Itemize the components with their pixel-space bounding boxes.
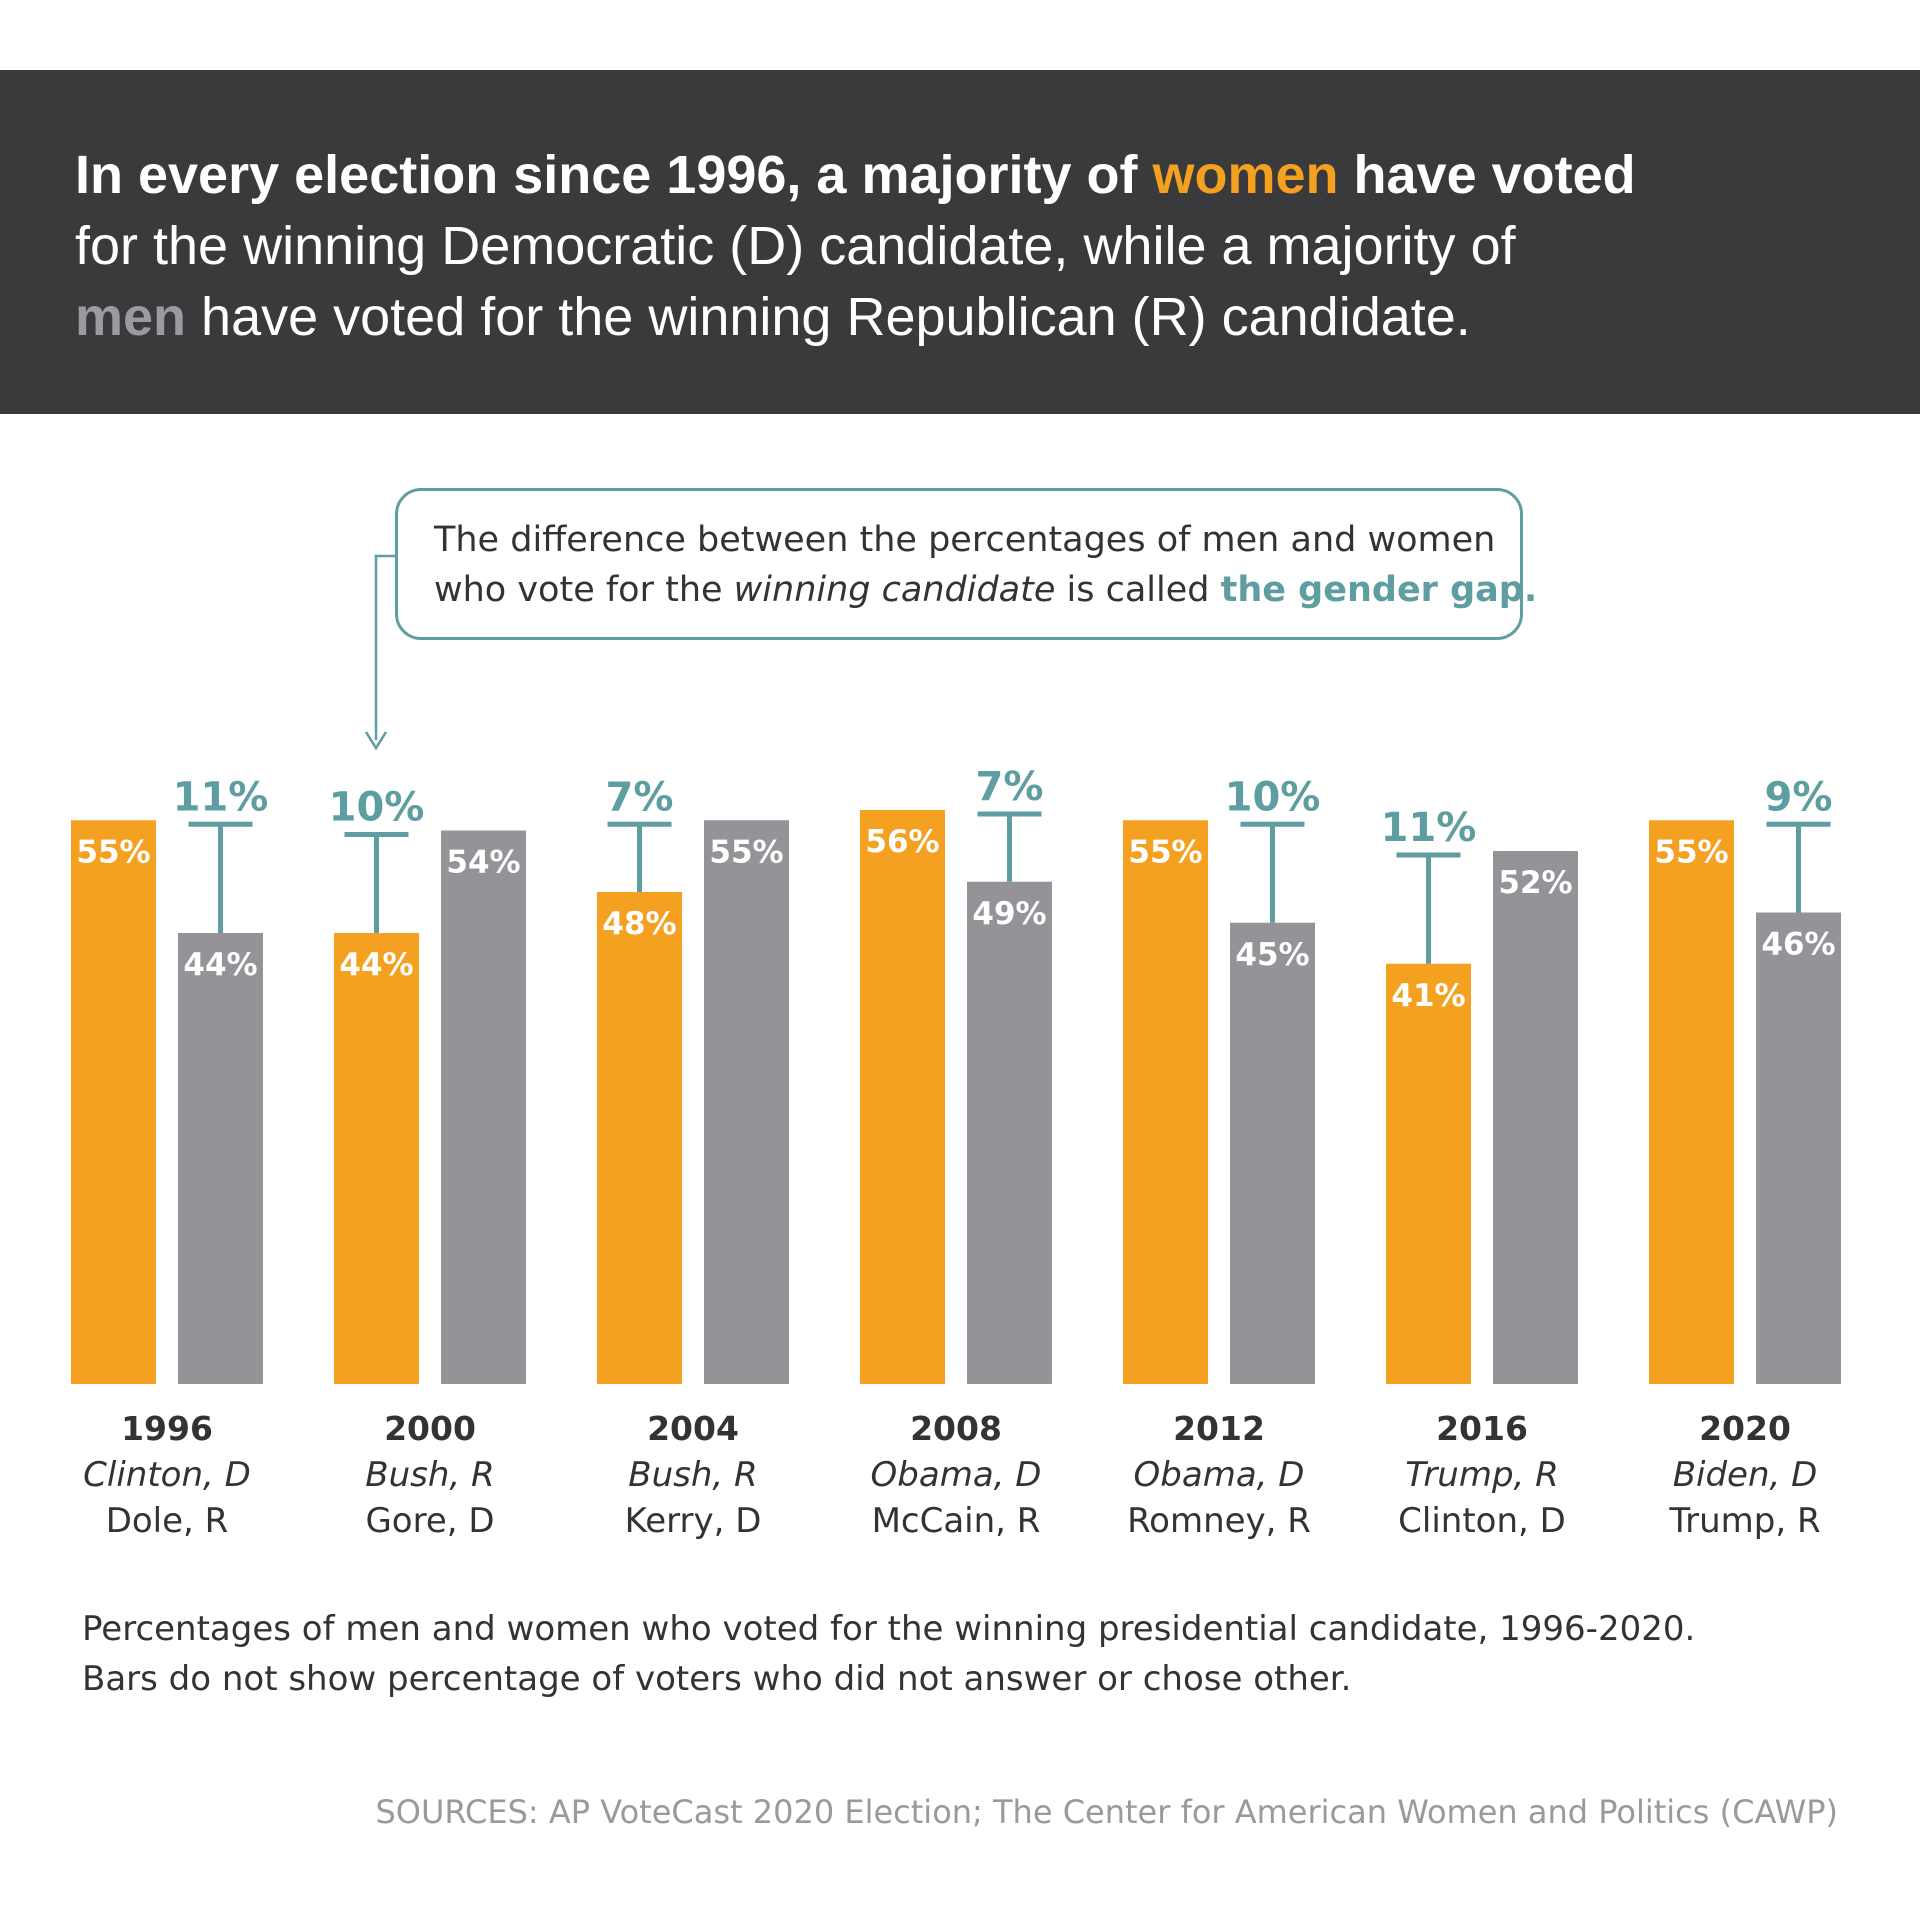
women-value-label-2016: 41%: [1391, 978, 1465, 1014]
men-value-label-2004: 55%: [709, 834, 783, 870]
winner-label-2020: Biden, D: [1673, 1455, 1818, 1495]
women-bar-2004: [597, 892, 682, 1384]
header-line-3: men have voted for the winning Republica…: [75, 282, 1920, 353]
callout-text: who vote for the: [434, 570, 734, 610]
men-bar-2004: [704, 820, 789, 1384]
callout-pointer-arrowhead: [364, 731, 388, 751]
women-bar-1996: [71, 820, 156, 1384]
loser-label-2000: Gore, D: [365, 1501, 494, 1541]
chart-note-line-2: Bars do not show percentage of voters wh…: [82, 1659, 1352, 1699]
men-value-label-2020: 46%: [1761, 927, 1835, 963]
callout-text: is called: [1055, 570, 1221, 610]
header-line-1: In every election since 1996, a majority…: [75, 140, 1920, 211]
women-bar-2016: [1386, 963, 1471, 1384]
gender-gap-label-1996: 11%: [173, 774, 269, 820]
winner-label-2012: Obama, D: [1134, 1455, 1305, 1495]
winner-label-1996: Clinton, D: [83, 1455, 251, 1495]
gender-gap-label-2012: 10%: [1225, 774, 1321, 820]
men-value-label-2008: 49%: [972, 896, 1046, 932]
winner-label-2008: Obama, D: [871, 1455, 1042, 1495]
women-value-label-1996: 55%: [76, 834, 150, 870]
header-banner: In every election since 1996, a majority…: [0, 70, 1920, 414]
men-bar-1996: [178, 933, 263, 1384]
winner-label-2000: Bush, R: [365, 1455, 494, 1495]
gender-gap-label-2016: 11%: [1381, 805, 1477, 851]
women-bar-2008: [860, 810, 945, 1384]
men-bar-2012: [1230, 922, 1315, 1384]
men-value-label-2000: 54%: [446, 845, 520, 881]
chart-note-line-1: Percentages of men and women who voted f…: [82, 1609, 1696, 1649]
gender-gap-label-2000: 10%: [329, 785, 425, 831]
year-label-2008: 2008: [910, 1409, 1002, 1448]
men-bar-2000: [441, 830, 526, 1384]
loser-label-1996: Dole, R: [106, 1501, 229, 1541]
women-value-label-2020: 55%: [1654, 834, 1728, 870]
callout-italic-text: winning candidate: [733, 570, 1056, 610]
men-bar-2008: [967, 881, 1052, 1384]
gender-gap-label-2008: 7%: [976, 764, 1044, 810]
callout-pointer-line: [374, 554, 395, 740]
chart-notes: Percentages of men and women who voted f…: [82, 1604, 1695, 1704]
gender-gap-callout: The difference between the percentages o…: [395, 488, 1537, 640]
loser-label-2004: Kerry, D: [625, 1501, 762, 1541]
women-value-label-2004: 48%: [602, 906, 676, 942]
year-label-1996: 1996: [121, 1409, 213, 1448]
winner-label-2004: Bush, R: [628, 1455, 757, 1495]
women-value-label-2012: 55%: [1128, 834, 1202, 870]
header-women-highlight: women: [1152, 145, 1339, 205]
year-label-2000: 2000: [384, 1409, 476, 1448]
header-text: have voted for the winning Republican (R…: [186, 287, 1471, 347]
men-value-label-2016: 52%: [1498, 865, 1572, 901]
women-bar-2012: [1123, 820, 1208, 1384]
men-value-label-2012: 45%: [1235, 937, 1309, 973]
winner-label-2016: Trump, R: [1405, 1455, 1559, 1495]
year-label-2004: 2004: [647, 1409, 739, 1448]
header-text: have voted: [1338, 145, 1636, 205]
callout-line-1: The difference between the percentages o…: [434, 520, 1496, 560]
women-bar-2000: [334, 933, 419, 1384]
year-label-2016: 2016: [1436, 1409, 1528, 1448]
women-value-label-2008: 56%: [865, 824, 939, 860]
gender-gap-label-2004: 7%: [606, 774, 674, 820]
header-line-2: for the winning Democratic (D) candidate…: [75, 216, 1516, 276]
loser-label-2016: Clinton, D: [1398, 1501, 1566, 1541]
year-label-2020: 2020: [1699, 1409, 1791, 1448]
men-bar-2020: [1756, 912, 1841, 1384]
loser-label-2012: Romney, R: [1127, 1501, 1311, 1541]
callout-line-2: who vote for the winning candidate is ca…: [434, 565, 1537, 615]
callout-gap-highlight: the gender gap.: [1220, 570, 1538, 610]
women-bar-2020: [1649, 820, 1734, 1384]
header-men-highlight: men: [75, 287, 187, 347]
women-value-label-2000: 44%: [339, 947, 413, 983]
men-value-label-1996: 44%: [183, 947, 257, 983]
gender-gap-label-2020: 9%: [1765, 774, 1833, 820]
men-bar-2016: [1493, 851, 1578, 1384]
header-text: In every election since 1996, a majority…: [75, 145, 1153, 205]
loser-label-2008: McCain, R: [872, 1501, 1041, 1541]
loser-label-2020: Trump, R: [1668, 1501, 1820, 1541]
year-label-2012: 2012: [1173, 1409, 1265, 1448]
sources-line: SOURCES: AP VoteCast 2020 Election; The …: [375, 1793, 1838, 1831]
